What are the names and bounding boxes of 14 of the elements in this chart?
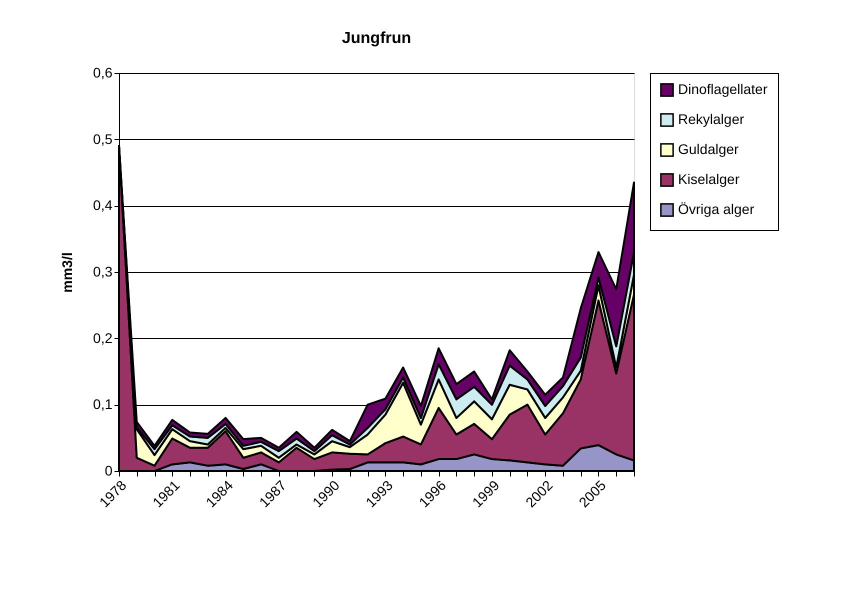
- y-tick-label: 0,3: [93, 264, 113, 280]
- legend-label: Guldalger: [678, 141, 740, 157]
- y-tick-label: 0,6: [93, 64, 113, 80]
- legend-label: Dinoflagellater: [678, 81, 768, 97]
- y-tick-label: 0,1: [93, 396, 113, 412]
- legend-label: Kiselalger: [678, 171, 740, 187]
- y-tick-label: 0,2: [93, 330, 113, 346]
- y-tick-label: 0,4: [93, 197, 113, 214]
- y-tick-label: 0: [104, 462, 113, 478]
- y-tick-label: 0,5: [93, 130, 113, 147]
- y-axis-title: mm3/l: [59, 252, 76, 293]
- legend-label: Övriga alger: [678, 201, 755, 217]
- chart-title: Jungfrun: [342, 30, 412, 47]
- legend-label: Rekylalger: [678, 111, 744, 127]
